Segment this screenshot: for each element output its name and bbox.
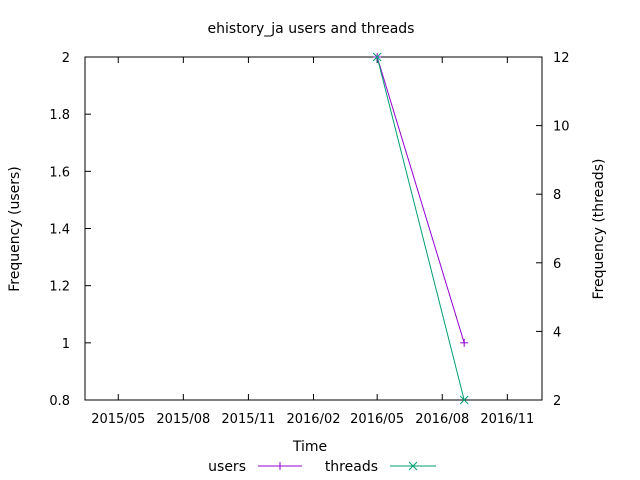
y2-tick-label: 2 (553, 394, 561, 409)
legend-marker-threads-d2 (408, 461, 418, 471)
x-tick-label: 2015/11 (221, 412, 275, 427)
x-tick-label: 2016/02 (286, 412, 340, 427)
legend-marker-threads (408, 461, 418, 471)
y-tick-label: 1.4 (49, 223, 70, 238)
y2-axis-label: Frequency (threads) (591, 159, 607, 300)
y2-tick-label: 6 (553, 257, 561, 272)
x-tick-label: 2016/11 (480, 412, 534, 427)
x-axis-label: Time (292, 439, 327, 455)
series-line-threads (376, 56, 465, 401)
plot-frame (84, 56, 543, 401)
data-point-users (460, 338, 469, 347)
series-layer (372, 52, 469, 405)
legend: users threads (208, 459, 436, 475)
legend-label-users: users (208, 459, 246, 475)
y2-tick-label: 12 (553, 51, 570, 66)
legend-marker-users (276, 462, 284, 470)
x-tick-label: 2015/05 (91, 412, 145, 427)
y-tick-label: 1.8 (49, 108, 70, 123)
y-axis-label: Frequency (users) (7, 166, 23, 292)
y-tick-label: 1.2 (49, 280, 70, 295)
y2-tick-label: 8 (553, 188, 561, 203)
data-point-threads-d2 (372, 52, 382, 62)
axes-layer: 2015/05 2015/08 2015/11 2016/02 2016/05 2016/… (49, 51, 569, 427)
y-tick-label: 0.8 (49, 394, 70, 409)
data-point-threads (372, 52, 382, 62)
y-tick-label: 1 (62, 337, 70, 352)
series-line-users (376, 56, 465, 343)
x-tick-label: 2016/05 (350, 412, 404, 427)
data-point-threads-d2 (459, 395, 469, 405)
x-tick-label: 2015/08 (156, 412, 210, 427)
y2-tick-label: 4 (553, 325, 561, 340)
x-tick-label: 2016/08 (415, 412, 469, 427)
data-point-threads (459, 395, 469, 405)
chart-title: ehistory_ja users and threads (208, 21, 415, 37)
y2-tick-label: 10 (553, 120, 570, 135)
y-tick-label: 1.6 (49, 165, 70, 180)
legend-label-threads: threads (325, 459, 378, 475)
y-tick-label: 2 (62, 51, 70, 66)
